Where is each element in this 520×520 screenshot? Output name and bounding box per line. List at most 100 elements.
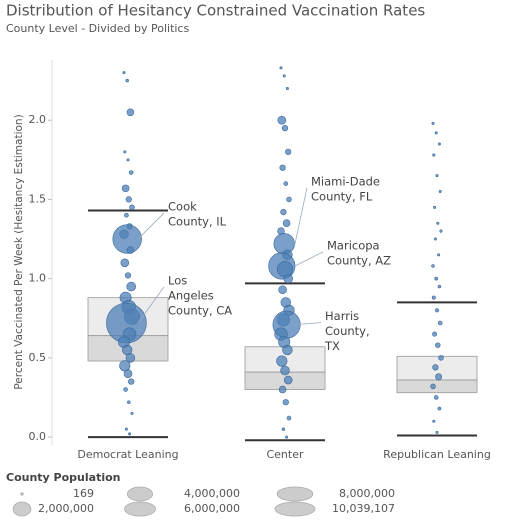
county-bubble [281,427,286,431]
county-bubble [438,190,442,194]
county-bubble [277,115,287,125]
county-bubble [282,344,293,356]
legend-size [276,486,314,502]
county-bubble [122,71,126,75]
county-bubble [435,373,443,381]
legend-size [274,501,316,517]
county-bubble [437,284,442,289]
y-tick-label: 2.0 [29,113,47,126]
county-bubble [123,387,128,392]
annotation-text: Harris [325,309,359,323]
annotation-text: Maricopa [327,238,380,252]
county-bubble [432,331,438,337]
county-bubble [433,237,437,241]
legend-label: 6,000,000 [184,502,240,515]
county-bubble [129,204,135,211]
county-bubble [128,170,134,175]
county-bubble [435,430,439,434]
county-bubble [432,153,436,157]
county-bubble [280,365,290,376]
annotation-text: County, IL [168,215,227,229]
county-bubble [124,212,129,218]
county-bubble [282,74,286,78]
county-bubble [431,121,435,125]
county-bubble [434,276,439,281]
annotation-text: County, FL [311,189,373,203]
annotation-line [294,322,322,325]
y-tick-label: 0.5 [29,351,47,364]
legend-label: 10,039,107 [332,502,395,515]
county-bubble [438,355,444,361]
county-bubble [435,342,441,348]
county-bubble [126,108,135,117]
county-bubble [281,125,289,132]
county-bubble [430,383,436,390]
county-bubble [433,205,437,209]
county-bubble [286,196,292,203]
legend-label: 8,000,000 [339,487,395,500]
county-bubble [123,369,133,378]
county-bubble [278,285,287,295]
county-bubble [124,427,128,431]
county-bubble [434,308,440,313]
county-bubble [283,273,293,284]
county-bubble [286,415,292,421]
annotation-line [137,212,165,240]
county-bubble [121,184,130,193]
county-bubble [437,406,442,411]
y-tick-label: 0.0 [29,430,47,443]
county-bubble [282,219,291,227]
annotation-text: Angeles [168,289,214,303]
county-bubble [432,419,436,423]
y-tick-label: 1.5 [29,192,47,205]
county-bubble [279,164,286,171]
annotation-text: County, CA [168,304,232,318]
county-bubble [127,400,131,404]
county-bubble [124,272,132,279]
county-bubble [283,181,289,186]
county-bubble [123,150,127,154]
county-bubble [285,435,289,439]
legend-label: 2,000,000 [38,502,94,515]
x-tick-label: Republican Leaning [383,448,491,461]
county-bubble [279,66,283,70]
county-bubble [125,353,136,363]
county-bubble [276,355,288,367]
chart-title: Distribution of Hesitancy Constrained Va… [6,2,425,20]
county-bubble [130,411,134,415]
county-bubble [431,264,435,268]
y-axis-label: Percent Vaccinated Per Week (Hesitancy E… [13,114,25,389]
legend-size [12,501,32,517]
county-bubble [278,385,287,394]
county-bubble [283,375,293,385]
county-bubble [437,142,441,146]
county-bubble [120,258,130,268]
county-bubble [437,253,441,257]
annotation-text: Cook [168,200,197,214]
county-bubble [282,399,289,406]
legend-label: 169 [73,487,94,500]
county-bubble [112,224,142,254]
county-bubble [437,320,443,326]
annotation-text: Los [168,274,187,288]
county-bubble [435,174,439,178]
county-bubble [285,87,289,91]
legend-title: County Population [6,471,121,484]
chart-subtitle: County Level - Divided by Politics [6,22,189,35]
annotation-line [294,251,324,267]
legend-label: 4,000,000 [184,487,240,500]
county-bubble [431,295,436,300]
county-bubble [126,281,136,292]
county-bubble [432,364,439,371]
county-bubble [436,221,440,225]
annotation-text: Miami-Dade [311,174,380,188]
annotation-text: County, [325,324,370,338]
legend-size [124,501,156,517]
county-bubble [126,158,130,162]
annotation-text: TX [324,339,340,353]
legend-size [20,492,24,496]
legend-size [126,486,154,502]
county-bubble [285,148,292,156]
x-tick-label: Democrat Leaning [77,448,178,461]
